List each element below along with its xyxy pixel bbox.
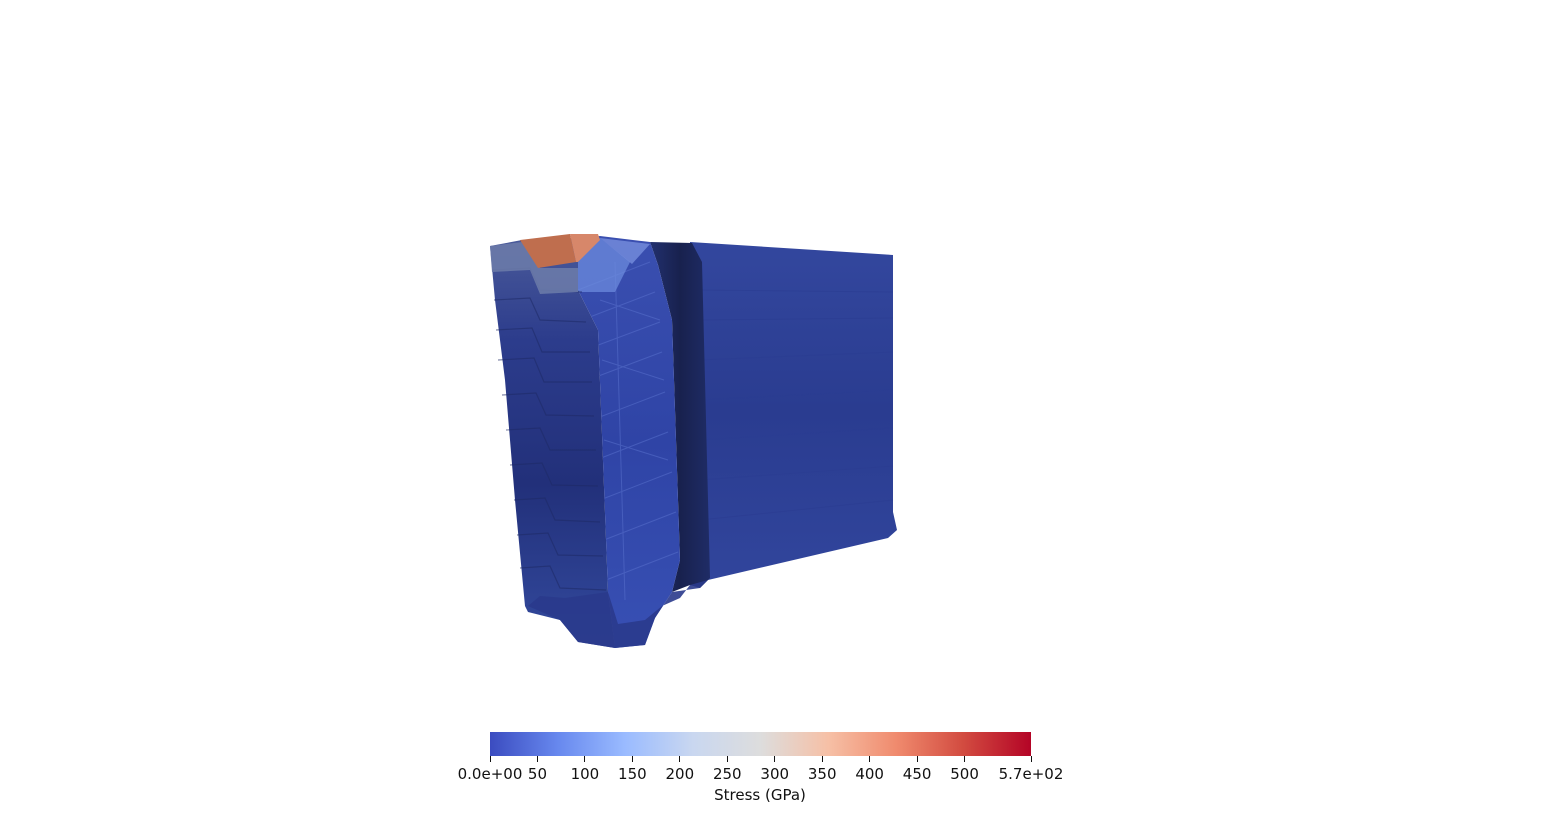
colorbar-tick-mark (1030, 756, 1032, 762)
mesh-left-face (490, 238, 615, 648)
colorbar-tick-label: 350 (807, 765, 837, 783)
colorbar-tick-mark (869, 756, 871, 762)
colorbar-title: Stress (GPa) (714, 786, 806, 804)
mesh-groove (650, 242, 710, 592)
colorbar-tick-label: 400 (855, 765, 884, 783)
colorbar-tick-mark (631, 756, 633, 762)
colorbar-tick-mark (584, 756, 586, 762)
mesh-front-face (578, 236, 680, 648)
colorbar-tick-label: 200 (665, 765, 695, 783)
colorbar-tick-label: 5.7e+02 (998, 765, 1064, 783)
colorbar-tick-label: 100 (570, 765, 600, 783)
colorbar-tick-mark (726, 756, 728, 762)
colorbar-tick-label: 0.0e+00 (457, 765, 523, 783)
mesh-front-highlight (578, 238, 630, 292)
mesh-left-face-bands (491, 267, 607, 591)
colorbar-tick-label: 50 (527, 765, 547, 783)
colorbar-tick-mark (489, 756, 491, 762)
colorbar (490, 732, 1031, 756)
mesh-front-facets (577, 261, 679, 601)
mesh-foot (528, 580, 708, 648)
stress-hotspot-light (570, 234, 600, 262)
colorbar-tick-mark (916, 756, 918, 762)
colorbar-tick-mark (679, 756, 681, 762)
colorbar-tick-label: 450 (902, 765, 932, 783)
colorbar-tick-label: 150 (618, 765, 647, 783)
mesh-front-highlight-2 (600, 238, 650, 264)
colorbar-tick-label: 500 (950, 765, 979, 783)
colorbar-tick-mark (774, 756, 776, 762)
colorbar-tick-mark (964, 756, 966, 762)
colorbar-gradient (490, 732, 1031, 756)
mesh-right-face-bands (699, 289, 894, 521)
mesh-left-top-band (490, 242, 578, 294)
colorbar-tick-mark (536, 756, 538, 762)
mesh-right-face (690, 242, 897, 580)
colorbar-tick-label: 250 (712, 765, 742, 783)
stress-hotspot (520, 234, 576, 268)
colorbar-tick-mark (821, 756, 823, 762)
colorbar-tick-label: 300 (760, 765, 790, 783)
